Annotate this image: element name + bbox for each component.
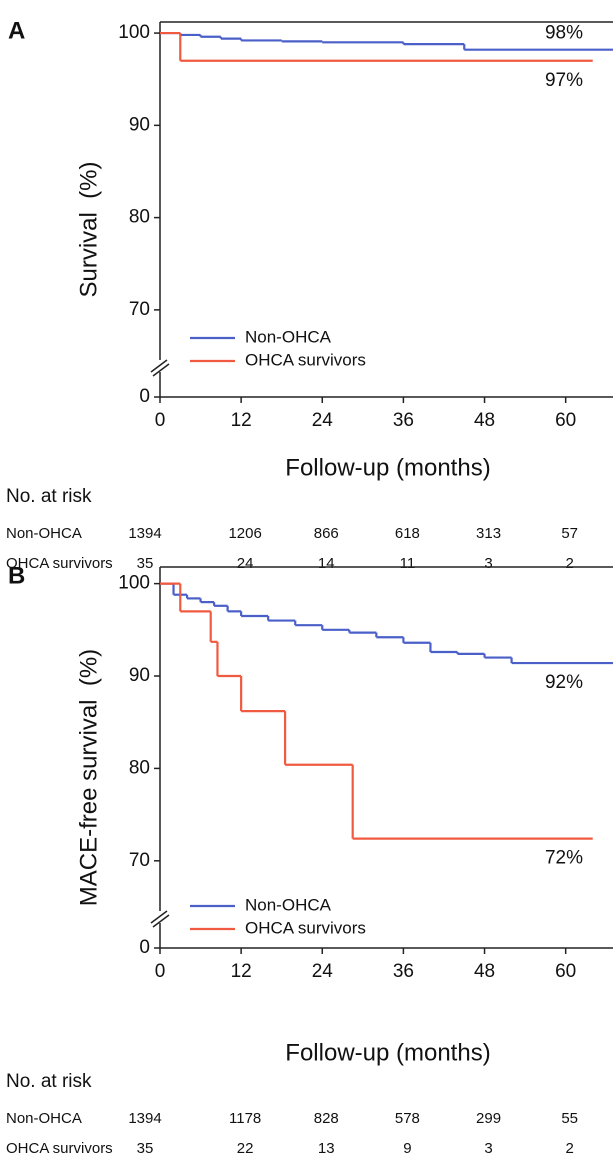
risk-count: 1178 <box>229 1110 261 1127</box>
y-tick-label: 80 <box>129 757 150 778</box>
risk-count: 14 <box>318 555 335 572</box>
axis-break <box>152 363 170 377</box>
risk-count: 1206 <box>228 525 261 542</box>
axis-break <box>152 914 170 928</box>
x-tick-label: 0 <box>155 410 166 431</box>
risk-count: 2 <box>565 555 573 572</box>
y-axis-label: MACE-free survival (%) <box>75 649 102 906</box>
y-tick-label: 0 <box>139 937 150 958</box>
x-tick-label: 12 <box>231 961 252 982</box>
y-tick-label: 0 <box>139 386 150 407</box>
risk-count: 1394 <box>128 1110 161 1127</box>
risk-count: 22 <box>237 1140 254 1155</box>
x-tick-label: 36 <box>393 961 414 982</box>
legend-label: OHCA survivors <box>245 918 366 937</box>
risk-count: 13 <box>318 1140 335 1155</box>
y-tick-label: 90 <box>129 114 150 135</box>
risk-table-title: No. at risk <box>6 1071 92 1092</box>
axis-break <box>150 359 168 373</box>
risk-count: 9 <box>403 1140 411 1155</box>
x-tick-label: 60 <box>555 961 576 982</box>
risk-count: 313 <box>476 525 501 542</box>
risk-count: 1394 <box>128 525 161 542</box>
risk-count: 57 <box>561 525 578 542</box>
x-tick-label: 24 <box>312 961 334 982</box>
risk-count: 3 <box>484 555 492 572</box>
x-tick-label: 24 <box>312 410 334 431</box>
series <box>160 31 593 62</box>
risk-count: 299 <box>476 1110 501 1127</box>
risk-count: 866 <box>314 525 339 542</box>
risk-count: 828 <box>314 1110 339 1127</box>
panel-label: A <box>8 17 25 44</box>
panel: A 0 70 80 90 100 0 12 24 36 48 60 Survival (%) Follow… <box>6 17 613 572</box>
risk-row-name: OHCA survivors <box>6 555 113 572</box>
legend-label: OHCA survivors <box>245 350 366 369</box>
y-tick-label: 100 <box>118 22 150 43</box>
x-tick-label: 36 <box>393 410 414 431</box>
risk-count: 3 <box>484 1140 492 1155</box>
y-tick-label: 80 <box>129 207 150 228</box>
risk-count: 578 <box>395 1110 420 1127</box>
legend-label: Non-OHCA <box>245 327 332 346</box>
x-tick-label: 48 <box>474 961 495 982</box>
risk-count: 24 <box>237 555 254 572</box>
panel-label: B <box>8 562 25 589</box>
y-tick-label: 70 <box>129 299 150 320</box>
risk-count: 55 <box>561 1110 578 1127</box>
end-label: 97% <box>545 70 583 91</box>
risk-row-name: OHCA survivors <box>6 1140 113 1155</box>
x-tick-label: 0 <box>155 961 166 982</box>
x-tick-label: 48 <box>474 410 495 431</box>
risk-count: 35 <box>137 1140 154 1155</box>
x-tick-label: 60 <box>555 410 576 431</box>
y-tick-label: 100 <box>118 573 150 594</box>
y-axis-label: Survival (%) <box>75 161 102 297</box>
y-tick-label: 70 <box>129 850 150 871</box>
x-tick-label: 12 <box>231 410 252 431</box>
risk-count: 2 <box>565 1140 573 1155</box>
x-axis-label: Follow-up (months) <box>285 1039 490 1066</box>
risk-count: 618 <box>395 525 420 542</box>
series <box>160 582 613 665</box>
end-label: 98% <box>545 23 583 44</box>
series <box>160 582 593 840</box>
axis-break <box>150 910 168 924</box>
legend-label: Non-OHCA <box>245 895 332 914</box>
risk-table-title: No. at risk <box>6 486 92 507</box>
series <box>160 31 613 51</box>
end-label: 72% <box>545 848 583 869</box>
y-tick-label: 90 <box>129 665 150 686</box>
risk-count: 35 <box>137 555 154 572</box>
risk-row-name: Non-OHCA <box>6 525 82 542</box>
risk-row-name: Non-OHCA <box>6 1110 82 1127</box>
end-label: 92% <box>545 672 583 693</box>
panel: B 0 70 80 90 100 0 12 24 36 48 60 MACE-free survival… <box>6 562 613 1155</box>
x-axis-label: Follow-up (months) <box>285 454 490 481</box>
risk-count: 11 <box>400 555 416 572</box>
